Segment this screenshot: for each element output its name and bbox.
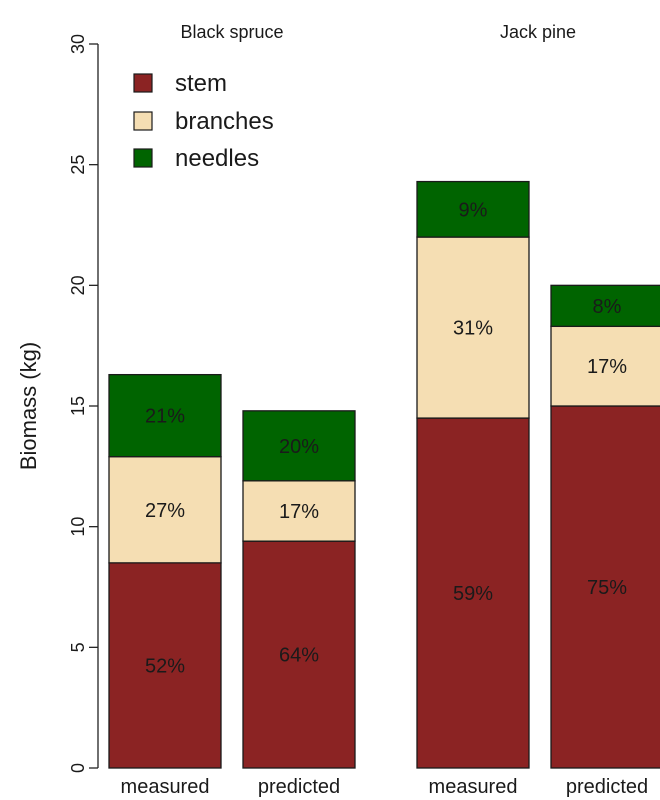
- bar-segment-stem: [108, 562, 222, 769]
- y-tick-label: 15: [68, 396, 88, 416]
- y-tick-label: 20: [68, 275, 88, 295]
- legend-swatch-needles: [133, 148, 153, 168]
- y-axis: 0 5 10 15 20 25 30 Biomass (kg): [16, 34, 99, 773]
- bar-segment-needles: [416, 180, 530, 238]
- bars: [108, 180, 660, 769]
- x-category-label: measured: [429, 776, 518, 798]
- data-label: 59%: [453, 583, 493, 605]
- bar-segment-stem: [242, 540, 356, 769]
- bar-segment-branches: [242, 480, 356, 542]
- x-category-label: predicted: [258, 776, 340, 798]
- data-label: 8%: [593, 296, 622, 318]
- bar-segment-branches: [108, 456, 222, 564]
- y-tick-label: 10: [68, 517, 88, 537]
- bar-segment-needles: [550, 284, 660, 328]
- y-tick-label: 25: [68, 155, 88, 175]
- group-title: Jack pine: [500, 22, 576, 42]
- y-tick-label: 0: [68, 763, 88, 773]
- y-tick-label: 30: [68, 34, 88, 54]
- y-axis-title: Biomass (kg): [16, 342, 41, 470]
- data-label: 20%: [279, 436, 319, 458]
- group-title: Black spruce: [180, 22, 283, 42]
- legend: stem branches needles: [133, 70, 274, 172]
- data-label: 52%: [145, 655, 185, 677]
- data-label: 9%: [459, 199, 488, 221]
- bar-segment-branches: [416, 236, 530, 419]
- bar-segment-needles: [242, 410, 356, 482]
- data-label: 27%: [145, 500, 185, 522]
- data-label: 17%: [279, 501, 319, 523]
- bar-labels: Black spruce 52% 27% 21% measured 64% 17% 20% pr…: [121, 22, 649, 798]
- data-label: 64%: [279, 645, 319, 667]
- legend-label-needles: needles: [175, 145, 259, 172]
- bar-segment-needles: [108, 373, 222, 458]
- legend-label-branches: branches: [175, 108, 274, 135]
- data-label: 21%: [145, 406, 185, 428]
- data-label: 75%: [587, 577, 627, 599]
- x-category-label: predicted: [566, 776, 648, 798]
- data-label: 17%: [587, 356, 627, 378]
- legend-swatch-stem: [133, 73, 153, 93]
- legend-swatch-branches: [133, 111, 153, 131]
- data-label: 31%: [453, 318, 493, 340]
- bar-segment-branches: [550, 325, 660, 407]
- x-category-label: measured: [121, 776, 210, 798]
- legend-label-stem: stem: [175, 70, 227, 97]
- y-tick-label: 5: [68, 642, 88, 652]
